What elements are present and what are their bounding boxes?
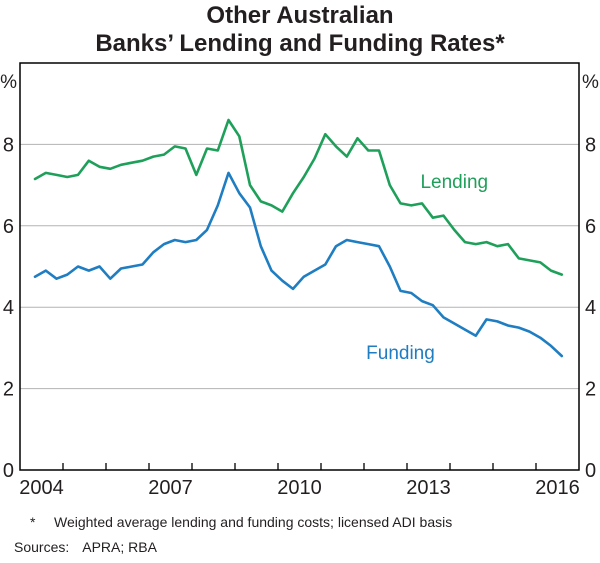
chart-title: Other Australian Banks’ Lending and Fund…: [0, 2, 600, 58]
y-tick-label-right-6: 6: [585, 216, 596, 238]
funding-line: [33, 171, 564, 358]
y-tick-label-left-8: 8: [3, 134, 14, 156]
y-tick-label-left-2: 2: [3, 379, 14, 401]
x-axis-label-2016: 2016: [535, 477, 580, 499]
sources-value: APRA; RBA: [82, 539, 157, 555]
y-tick-label-right-0: 0: [585, 460, 596, 482]
footnote-marker: *: [30, 514, 36, 530]
y-tick-label-left-0: 0: [3, 460, 14, 482]
y-tick-label-right-2: 2: [585, 379, 596, 401]
lending-series-label: Lending: [420, 172, 488, 193]
footnote-text: Weighted average lending and funding cos…: [54, 514, 453, 530]
y-tick-label-left-4: 4: [3, 297, 14, 319]
x-axis-label-2004: 2004: [19, 477, 64, 499]
y-tick-label-right-4: 4: [585, 297, 596, 319]
sources-label: Sources:: [14, 539, 70, 555]
y-axis-unit-right: %: [582, 72, 599, 93]
x-axis-label-2007: 2007: [148, 477, 193, 499]
chart-title-line2: Banks’ Lending and Funding Rates*: [95, 30, 505, 57]
x-axis-label-2010: 2010: [277, 477, 322, 499]
y-axis-unit-left: %: [0, 72, 17, 93]
plot-frame: [19, 62, 580, 471]
funding-series-label: Funding: [366, 343, 435, 364]
chart-title-line1: Other Australian: [206, 2, 394, 29]
sources-line: Sources: APRA; RBA: [14, 539, 600, 556]
y-tick-label-right-8: 8: [585, 134, 596, 156]
y-tick-label-left-6: 6: [3, 216, 14, 238]
x-axis-label-2013: 2013: [406, 477, 451, 499]
chart-canvas: 0 0 2 2 4 4 6 6 8 8% % 2004 2007 2010 2013 2016 Lending F…: [0, 62, 599, 499]
lending-line: [33, 118, 564, 276]
